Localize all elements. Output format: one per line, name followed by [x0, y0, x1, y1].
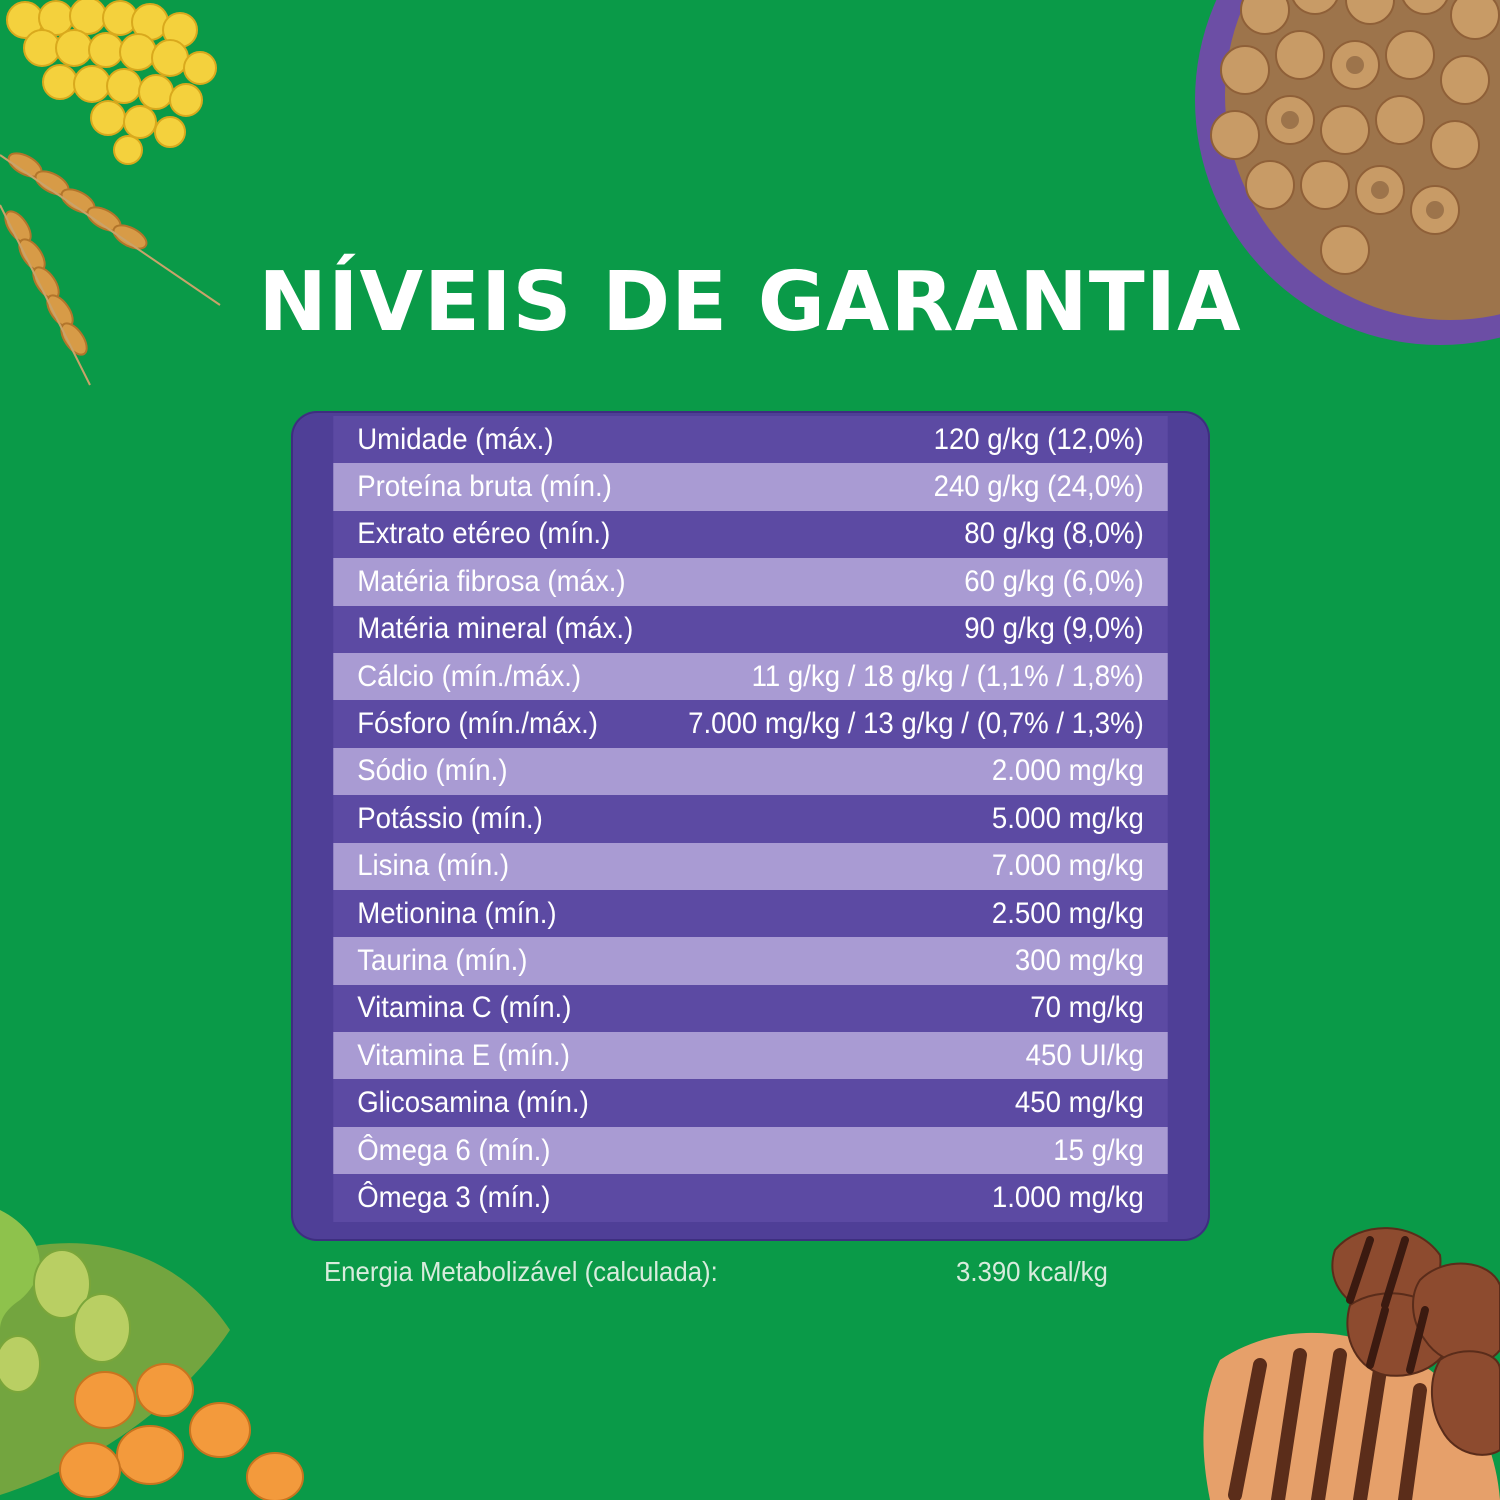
row-value: 80 g/kg (8,0%)	[964, 517, 1144, 551]
table-row: Vitamina E (mín.) 450 UI/kg	[333, 1032, 1168, 1080]
row-value: 2.500 mg/kg	[991, 896, 1144, 930]
row-value: 15 g/kg	[1053, 1133, 1144, 1167]
row-label: Matéria mineral (máx.)	[357, 612, 634, 646]
row-label: Vitamina E (mín.)	[357, 1038, 570, 1072]
row-value: 60 g/kg (6,0%)	[964, 564, 1144, 598]
row-label: Ômega 6 (mín.)	[357, 1133, 551, 1167]
table-row: Fósforo (mín./máx.) 7.000 mg/kg / 13 g/k…	[333, 700, 1168, 748]
row-value: 90 g/kg (9,0%)	[964, 612, 1144, 646]
row-value: 1.000 mg/kg	[991, 1180, 1144, 1214]
table-row: Matéria mineral (máx.) 90 g/kg (9,0%)	[333, 605, 1168, 653]
row-label: Cálcio (mín./máx.)	[357, 659, 582, 693]
row-value: 7.000 mg/kg / 13 g/kg / (0,7% / 1,3%)	[688, 707, 1144, 741]
table-row: Ômega 6 (mín.) 15 g/kg	[333, 1126, 1168, 1175]
table-row: Ômega 3 (mín.) 1.000 mg/kg	[333, 1174, 1168, 1222]
table-row: Glicosamina (mín.) 450 mg/kg	[333, 1079, 1168, 1127]
row-label: Proteína bruta (mín.)	[357, 470, 612, 504]
row-label: Umidade (máx.)	[357, 422, 554, 456]
nutrition-table-body: Umidade (máx.) 120 g/kg (12,0%) Proteína…	[297, 416, 1204, 1234]
row-value: 120 g/kg (12,0%)	[933, 422, 1144, 456]
row-value: 300 mg/kg	[1014, 943, 1144, 977]
table-row: Matéria fibrosa (máx.) 60 g/kg (6,0%)	[333, 558, 1168, 606]
table-row: Umidade (máx.) 120 g/kg (12,0%)	[333, 416, 1168, 464]
energy-row: Energia Metabolizável (calculada): 3.390…	[324, 1256, 1108, 1288]
row-label: Taurina (mín.)	[357, 943, 528, 977]
energy-value: 3.390 kcal/kg	[956, 1256, 1108, 1287]
row-label: Potássio (mín.)	[357, 801, 543, 835]
table-row: Potássio (mín.) 5.000 mg/kg	[333, 795, 1168, 843]
table-row: Lisina (mín.) 7.000 mg/kg	[333, 842, 1168, 890]
page-title: NÍVEIS DE GARANTIA	[258, 255, 1242, 350]
row-value: 450 mg/kg	[1014, 1086, 1144, 1120]
table-row: Cálcio (mín./máx.) 11 g/kg / 18 g/kg / (…	[333, 652, 1168, 701]
row-label: Fósforo (mín./máx.)	[357, 707, 598, 741]
energy-label: Energia Metabolizável (calculada):	[324, 1256, 718, 1287]
row-value: 450 UI/kg	[1025, 1038, 1144, 1072]
table-row: Sódio (mín.) 2.000 mg/kg	[333, 747, 1168, 796]
row-label: Metionina (mín.)	[357, 896, 557, 930]
row-label: Extrato etéreo (mín.)	[357, 517, 611, 551]
row-label: Sódio (mín.)	[357, 754, 508, 788]
row-value: 240 g/kg (24,0%)	[933, 470, 1144, 504]
table-row: Metionina (mín.) 2.500 mg/kg	[333, 889, 1168, 938]
row-label: Vitamina C (mín.)	[357, 991, 572, 1025]
row-label: Ômega 3 (mín.)	[357, 1180, 551, 1214]
table-row: Extrato etéreo (mín.) 80 g/kg (8,0%)	[333, 510, 1168, 559]
row-value: 2.000 mg/kg	[991, 754, 1144, 788]
row-value: 70 mg/kg	[1030, 991, 1144, 1025]
row-value: 5.000 mg/kg	[991, 801, 1144, 835]
row-label: Glicosamina (mín.)	[357, 1086, 589, 1120]
table-row: Proteína bruta (mín.) 240 g/kg (24,0%)	[333, 463, 1168, 511]
row-label: Matéria fibrosa (máx.)	[357, 564, 626, 598]
nutrition-table: Umidade (máx.) 120 g/kg (12,0%) Proteína…	[291, 411, 1210, 1241]
table-row: Taurina (mín.) 300 mg/kg	[333, 937, 1168, 985]
table-row: Vitamina C (mín.) 70 mg/kg	[333, 984, 1168, 1033]
row-value: 11 g/kg / 18 g/kg / (1,1% / 1,8%)	[751, 659, 1144, 693]
row-value: 7.000 mg/kg	[991, 849, 1144, 883]
row-label: Lisina (mín.)	[357, 849, 510, 883]
